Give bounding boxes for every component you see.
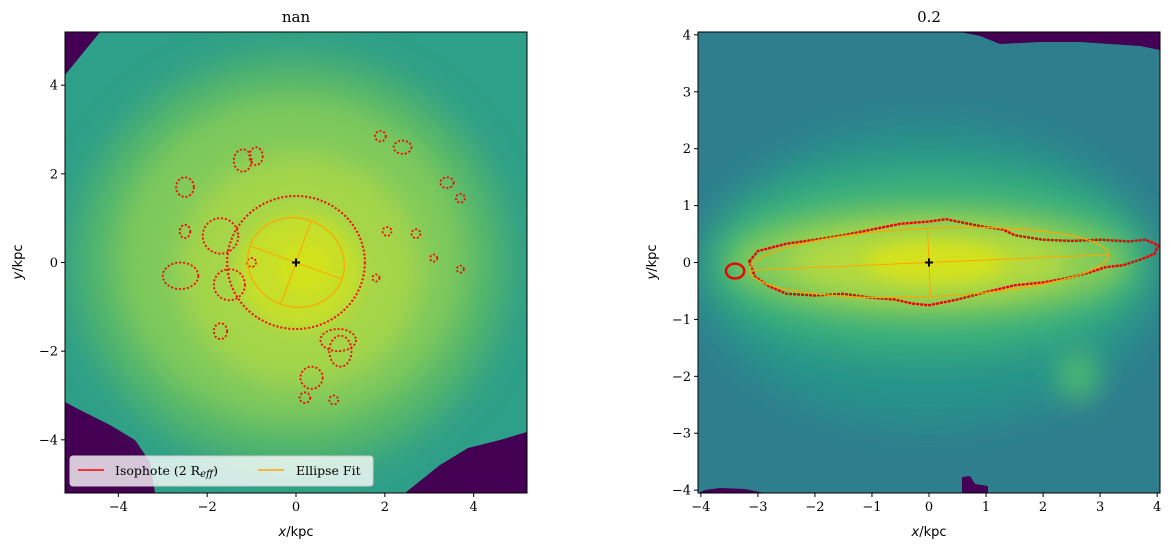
left-isophote-contour (201, 217, 240, 255)
right-y-tick-label: −4 (672, 484, 691, 499)
left-isophote-contour (392, 139, 413, 155)
legend-ellipse-label: Ellipse Fit (296, 463, 361, 478)
right-isophote-contour (724, 262, 746, 280)
left-isophote-contour (248, 146, 264, 166)
right-y-axis-label: y/kpc (645, 244, 660, 280)
left-isophote-contour (178, 223, 192, 240)
left-title: nan (282, 8, 311, 26)
right-x-tick-label: −1 (862, 500, 881, 515)
left-isophote-contour (371, 273, 381, 283)
left-x-tick-label: 2 (381, 500, 389, 515)
legend-isophote-label: Isophote (2 Reff) (115, 463, 218, 480)
right-x-tick-label: 2 (1039, 500, 1047, 515)
right-x-tick-label: 4 (1153, 500, 1161, 515)
right-x-tick-label: 0 (925, 500, 933, 515)
left-isophote-contour (298, 391, 312, 404)
left-isophote-contour (455, 264, 465, 274)
left-y-tick-label: −2 (39, 345, 58, 360)
left-isophote-contour (381, 226, 393, 237)
right-center-marker (925, 258, 933, 267)
left-x-tick-label: −4 (109, 500, 128, 515)
right-dark-region-notch (962, 476, 988, 493)
left-isophote-contour (374, 129, 387, 143)
right-x-axis-label: x/kpc (910, 525, 946, 540)
right-x-tick-label: 3 (1096, 500, 1104, 515)
left-x-tick-label: 4 (470, 500, 478, 515)
left-center-marker (292, 258, 300, 267)
right-y-tick-label: −3 (672, 427, 691, 442)
right-x-tick-label: −3 (748, 500, 767, 515)
left-axis-ticks: −4 −2 0 2 4 −4 −2 0 2 4 (39, 79, 478, 515)
right-x-tick-label: 1 (982, 500, 990, 515)
left-x-tick-label: 0 (292, 500, 300, 515)
left-y-tick-label: −4 (39, 433, 58, 448)
left-isophote-contour (232, 148, 253, 173)
left-isophote-contour (226, 195, 366, 330)
right-dark-region-top (960, 32, 1160, 50)
left-x-axis-label: x/kpc (277, 525, 313, 540)
right-y-tick-label: −1 (672, 313, 691, 328)
right-x-tick-label: −2 (805, 500, 824, 515)
right-y-tick-label: 1 (683, 199, 691, 214)
left-isophote-contour (429, 253, 439, 263)
left-isophote-contour (319, 328, 357, 353)
right-y-tick-label: 3 (683, 85, 691, 100)
right-y-tick-label: 0 (683, 256, 691, 271)
left-isophote-contour (439, 176, 455, 189)
legend: Isophote (2 Reff) Ellipse Fit (69, 455, 374, 487)
right-title: 0.2 (917, 8, 941, 26)
left-isophote-contour (455, 192, 466, 204)
left-y-tick-label: 0 (50, 256, 58, 271)
left-isophote-contour (175, 176, 195, 198)
left-isophote-contour (299, 365, 324, 390)
right-y-tick-label: 4 (683, 28, 691, 43)
left-y-tick-label: 2 (50, 167, 58, 182)
left-y-axis-label: y/kpc (11, 244, 26, 280)
legend-box (69, 455, 374, 487)
left-isophote-contour (328, 334, 353, 368)
right-isophote-contour (747, 217, 1160, 307)
right-heatmap (698, 32, 1160, 493)
right-x-tick-label: −4 (691, 500, 710, 515)
right-panel: 0.2 (645, 8, 1161, 540)
left-isophote-contour (212, 322, 229, 341)
left-isophote-contour (328, 394, 340, 406)
left-isophote-contour (212, 268, 246, 302)
left-isophote-contours (161, 129, 466, 406)
left-isophote-contour (161, 261, 200, 290)
left-isophote-contour (410, 228, 422, 240)
right-y-tick-label: 2 (683, 142, 691, 157)
left-y-tick-label: 4 (50, 79, 58, 94)
right-dark-region-bottom (698, 488, 765, 493)
left-x-tick-label: −2 (198, 500, 217, 515)
right-y-tick-label: −2 (672, 370, 691, 385)
right-isophote-contours (724, 217, 1160, 307)
left-panel: nan −4 −2 0 2 4 −4 −2 0 2 4 (11, 8, 528, 540)
right-axis-ticks: −4 −3 −2 −1 0 1 2 3 4 −4 −3 −2 −1 0 1 2 3 4 (672, 28, 1161, 515)
